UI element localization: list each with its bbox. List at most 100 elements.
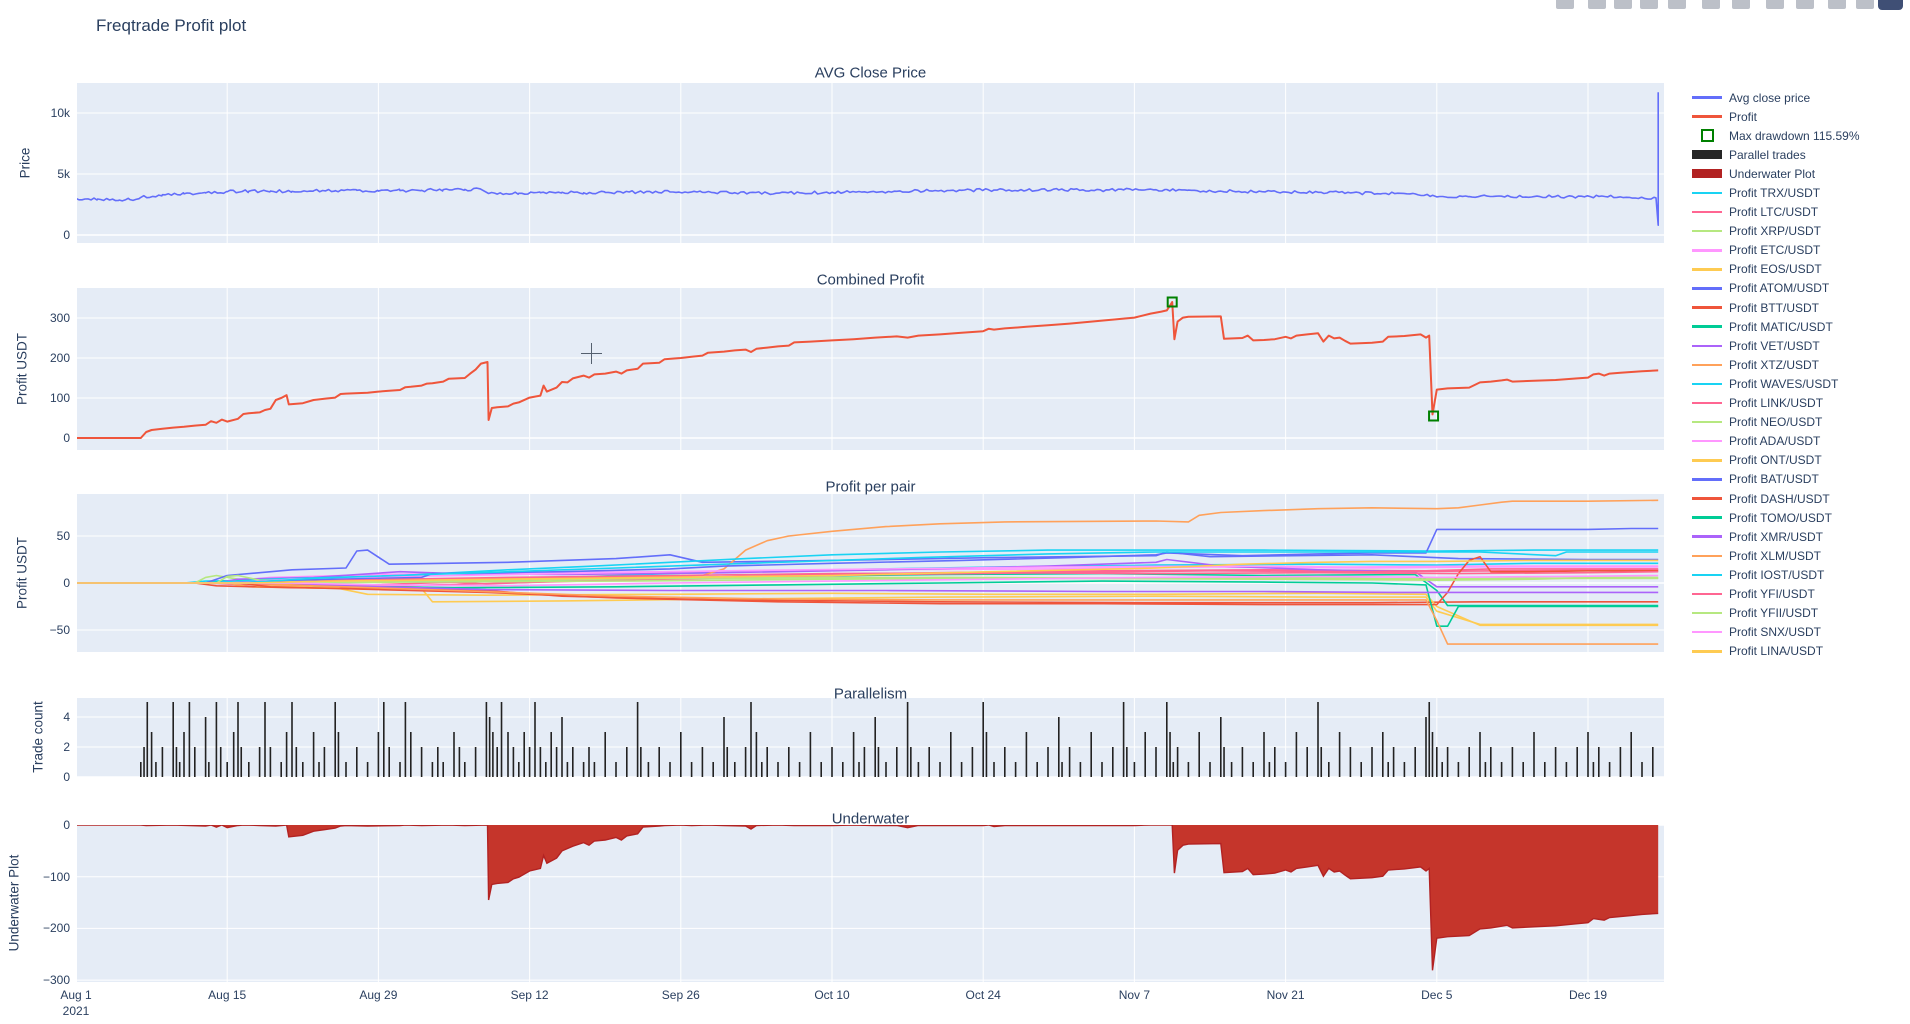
trade-count-bar (1268, 762, 1271, 777)
hover-closest-icon[interactable] (1856, 0, 1874, 9)
y-tick-label: 0 (63, 576, 70, 590)
legend-item-profit-dash-usdt[interactable]: Profit DASH/USDT (1692, 489, 1907, 508)
legend-item-max-drawdown-115-59-[interactable]: Max drawdown 115.59% (1692, 126, 1907, 145)
legend-item-profit-etc-usdt[interactable]: Profit ETC/USDT (1692, 241, 1907, 260)
trade-count-bar (1169, 732, 1171, 777)
legend-item-profit[interactable]: Profit (1692, 107, 1907, 126)
camera-icon[interactable] (1556, 0, 1574, 9)
trade-count-bar (1468, 747, 1470, 777)
legend-line-icon (1692, 150, 1722, 160)
y-tick-label: 0 (63, 431, 70, 445)
trace-profit (77, 301, 1659, 439)
trade-count-bar (1198, 732, 1200, 777)
legend-line-icon (1692, 459, 1722, 462)
legend-item-profit-trx-usdt[interactable]: Profit TRX/USDT (1692, 183, 1907, 202)
legend-label: Profit ADA/USDT (1729, 434, 1821, 449)
reset-axes-icon[interactable] (1796, 0, 1814, 9)
trade-count-bar (1187, 762, 1190, 777)
legend-item-profit-ltc-usdt[interactable]: Profit LTC/USDT (1692, 203, 1907, 222)
trade-count-bar (701, 747, 704, 777)
legend-item-profit-eos-usdt[interactable]: Profit EOS/USDT (1692, 260, 1907, 279)
legend-item-profit-xrp-usdt[interactable]: Profit XRP/USDT (1692, 222, 1907, 241)
trade-count-bar (561, 717, 563, 777)
trade-count-bar (550, 732, 552, 777)
trade-count-bar (1172, 762, 1175, 777)
autoscale-icon[interactable] (1766, 0, 1784, 9)
trace-profit-bat-usdt (77, 527, 1659, 584)
legend-item-profit-yfi-usdt[interactable]: Profit YFI/USDT (1692, 584, 1907, 603)
lasso-select-icon[interactable] (1668, 0, 1686, 9)
legend-item-profit-xtz-usdt[interactable]: Profit XTZ/USDT (1692, 355, 1907, 374)
legend-label: Profit YFII/USDT (1729, 606, 1819, 621)
legend-item-avg-close-price[interactable]: Avg close price (1692, 88, 1907, 107)
legend-item-profit-vet-usdt[interactable]: Profit VET/USDT (1692, 336, 1907, 355)
trade-count-bar (615, 762, 617, 777)
legend-item-profit-matic-usdt[interactable]: Profit MATIC/USDT (1692, 317, 1907, 336)
max-drawdown-marker (1166, 296, 1178, 308)
legend-swatch (1692, 344, 1722, 348)
legend-line-icon (1692, 592, 1722, 596)
trade-count-bar (1349, 747, 1352, 777)
trade-count-bar (1490, 747, 1492, 777)
x-tick-label: Aug 1 (60, 988, 92, 1002)
trade-count-bar (604, 732, 606, 777)
zoom-in-icon[interactable] (1702, 0, 1720, 9)
legend-item-profit-xmr-usdt[interactable]: Profit XMR/USDT (1692, 527, 1907, 546)
plotly-logo[interactable] (1878, 0, 1903, 10)
legend-swatch (1692, 554, 1722, 558)
trade-count-bar (1446, 747, 1449, 777)
legend-item-profit-xlm-usdt[interactable]: Profit XLM/USDT (1692, 546, 1907, 565)
trade-count-bar (1133, 762, 1136, 777)
legend-item-profit-yfii-usdt[interactable]: Profit YFII/USDT (1692, 604, 1907, 623)
legend-line-icon (1692, 573, 1722, 577)
legend-swatch (1692, 96, 1722, 99)
legend-label: Profit XLM/USDT (1729, 548, 1822, 563)
zoom-out-icon[interactable] (1732, 0, 1750, 9)
toggle-spikelines-icon[interactable] (1828, 0, 1846, 9)
zoom-icon[interactable] (1588, 0, 1606, 9)
legend-item-profit-snx-usdt[interactable]: Profit SNX/USDT (1692, 623, 1907, 642)
trade-count-bar (1144, 732, 1146, 777)
trade-count-bar (1338, 732, 1341, 777)
legend-item-profit-ont-usdt[interactable]: Profit ONT/USDT (1692, 451, 1907, 470)
trade-count-bar (248, 762, 250, 777)
trade-count-bar (1371, 747, 1373, 777)
legend-line-icon (1692, 344, 1722, 348)
trade-count-bar (226, 762, 228, 777)
trade-count-bar (523, 732, 525, 777)
trade-count-bar (1587, 732, 1589, 777)
legend-item-profit-tomo-usdt[interactable]: Profit TOMO/USDT (1692, 508, 1907, 527)
legend-item-profit-btt-usdt[interactable]: Profit BTT/USDT (1692, 298, 1907, 317)
y-tick-label: −300 (42, 973, 70, 988)
legend-item-underwater-plot[interactable]: Underwater Plot (1692, 164, 1907, 183)
subplot-combined_profit (75, 288, 1664, 450)
legend-swatch (1692, 191, 1722, 195)
legend-item-profit-lina-usdt[interactable]: Profit LINA/USDT (1692, 642, 1907, 661)
legend-item-profit-bat-usdt[interactable]: Profit BAT/USDT (1692, 470, 1907, 489)
subplot-underwater (75, 824, 1664, 982)
max-drawdown-marker (1428, 410, 1440, 422)
trade-count-bar (1252, 762, 1254, 777)
trade-count-bar (388, 747, 390, 777)
trade-count-bar (1230, 762, 1233, 777)
trade-count-bar (750, 702, 752, 777)
trade-count-bar (874, 717, 876, 777)
trade-count-bar (950, 732, 952, 777)
x-tick-label: Sep 26 (661, 988, 700, 1002)
legend-line-icon (1692, 401, 1722, 405)
box-select-icon[interactable] (1640, 0, 1658, 9)
legend-item-profit-neo-usdt[interactable]: Profit NEO/USDT (1692, 413, 1907, 432)
plot-bg-avg_close (77, 83, 1664, 243)
legend-item-profit-atom-usdt[interactable]: Profit ATOM/USDT (1692, 279, 1907, 298)
legend-item-profit-link-usdt[interactable]: Profit LINK/USDT (1692, 394, 1907, 413)
legend-item-profit-ada-usdt[interactable]: Profit ADA/USDT (1692, 432, 1907, 451)
legend-item-profit-iost-usdt[interactable]: Profit IOST/USDT (1692, 565, 1907, 584)
legend-item-parallel-trades[interactable]: Parallel trades (1692, 145, 1907, 164)
legend-item-profit-waves-usdt[interactable]: Profit WAVES/USDT (1692, 374, 1907, 393)
trade-count-bar (1431, 732, 1434, 777)
subplot-title-profit_per_pair: Profit per pair (825, 478, 916, 496)
trade-count-bar (1112, 747, 1114, 777)
trade-count-bar (1241, 747, 1244, 777)
pan-icon[interactable] (1614, 0, 1632, 9)
